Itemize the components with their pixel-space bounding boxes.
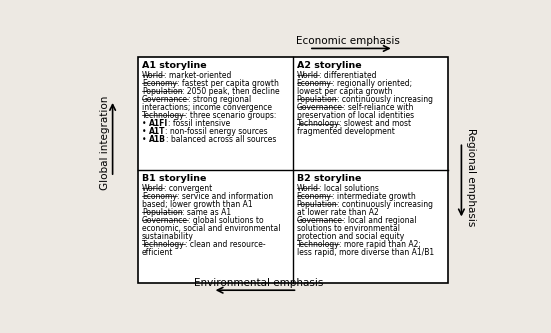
Text: : fastest per capita growth: : fastest per capita growth — [177, 79, 279, 88]
Text: sustainability: sustainability — [142, 232, 194, 241]
Text: : differentiated: : differentiated — [318, 71, 376, 80]
Text: Governance: Governance — [142, 95, 188, 104]
Text: Regional emphasis: Regional emphasis — [466, 128, 476, 226]
Text: Economy: Economy — [142, 192, 177, 201]
Text: based; lower growth than A1: based; lower growth than A1 — [142, 200, 252, 209]
Text: A1FI: A1FI — [149, 119, 168, 128]
Text: less rapid, more diverse than A1/B1: less rapid, more diverse than A1/B1 — [296, 248, 434, 257]
Text: efficient: efficient — [142, 248, 173, 257]
Text: at lower rate than A2: at lower rate than A2 — [296, 208, 379, 217]
Bar — [138, 57, 447, 282]
Text: World: World — [296, 71, 318, 80]
Text: World: World — [296, 183, 318, 192]
Text: interactions; income convergence: interactions; income convergence — [142, 103, 272, 112]
Text: : same as A1: : same as A1 — [182, 208, 231, 217]
Text: : continuously increasing: : continuously increasing — [337, 200, 433, 209]
Text: Global integration: Global integration — [100, 95, 110, 189]
Text: Technology: Technology — [296, 119, 339, 128]
Text: •: • — [142, 136, 149, 145]
Text: : intermediate growth: : intermediate growth — [332, 192, 415, 201]
Text: protection and social equity: protection and social equity — [296, 232, 404, 241]
Text: Governance: Governance — [142, 216, 188, 225]
Text: : non-fossil energy sources: : non-fossil energy sources — [165, 127, 268, 136]
Text: : self-reliance with: : self-reliance with — [343, 103, 413, 112]
Text: B1 storyline: B1 storyline — [142, 173, 206, 182]
Text: Technology: Technology — [142, 240, 185, 249]
Text: B2 storyline: B2 storyline — [296, 173, 361, 182]
Text: economic, social and environmental: economic, social and environmental — [142, 224, 280, 233]
Text: : local solutions: : local solutions — [318, 183, 379, 192]
Text: : 2050 peak, then decline: : 2050 peak, then decline — [182, 87, 280, 96]
Text: : continuously increasing: : continuously increasing — [337, 95, 433, 104]
Text: A1T: A1T — [149, 127, 165, 136]
Text: : global solutions to: : global solutions to — [188, 216, 263, 225]
Text: Economy: Economy — [296, 79, 332, 88]
Text: Technology: Technology — [296, 240, 339, 249]
Text: Economy: Economy — [296, 192, 332, 201]
Text: : balanced across all sources: : balanced across all sources — [166, 136, 276, 145]
Text: A2 storyline: A2 storyline — [296, 61, 361, 70]
Text: : service and information: : service and information — [177, 192, 273, 201]
Text: Population: Population — [142, 87, 182, 96]
Text: solutions to environmental: solutions to environmental — [296, 224, 399, 233]
Text: Economic emphasis: Economic emphasis — [295, 36, 399, 46]
Text: preservation of local identities: preservation of local identities — [296, 111, 414, 120]
Text: : market-oriented: : market-oriented — [164, 71, 231, 80]
Text: : local and regional: : local and regional — [343, 216, 416, 225]
Text: Environmental emphasis: Environmental emphasis — [194, 278, 323, 288]
Text: : slowest and most: : slowest and most — [339, 119, 412, 128]
Text: A1B: A1B — [149, 136, 166, 145]
Text: lowest per capita growth: lowest per capita growth — [296, 87, 392, 96]
Text: Population: Population — [296, 200, 337, 209]
Text: Governance: Governance — [296, 103, 343, 112]
Text: •: • — [142, 127, 149, 136]
Text: World: World — [142, 183, 164, 192]
Text: Population: Population — [296, 95, 337, 104]
Text: : regionally oriented;: : regionally oriented; — [332, 79, 412, 88]
Text: : convergent: : convergent — [164, 183, 212, 192]
Text: World: World — [142, 71, 164, 80]
Text: Technology: Technology — [142, 111, 185, 120]
Text: Governance: Governance — [296, 216, 343, 225]
Text: •: • — [142, 119, 149, 128]
Text: Economy: Economy — [142, 79, 177, 88]
Text: : three scenario groups:: : three scenario groups: — [185, 111, 276, 120]
Text: : clean and resource-: : clean and resource- — [185, 240, 265, 249]
Text: Population: Population — [142, 208, 182, 217]
Text: A1 storyline: A1 storyline — [142, 61, 207, 70]
Text: fragmented development: fragmented development — [296, 127, 395, 136]
Text: : more rapid than A2;: : more rapid than A2; — [339, 240, 422, 249]
Text: : strong regional: : strong regional — [188, 95, 251, 104]
Text: : fossil intensive: : fossil intensive — [168, 119, 230, 128]
